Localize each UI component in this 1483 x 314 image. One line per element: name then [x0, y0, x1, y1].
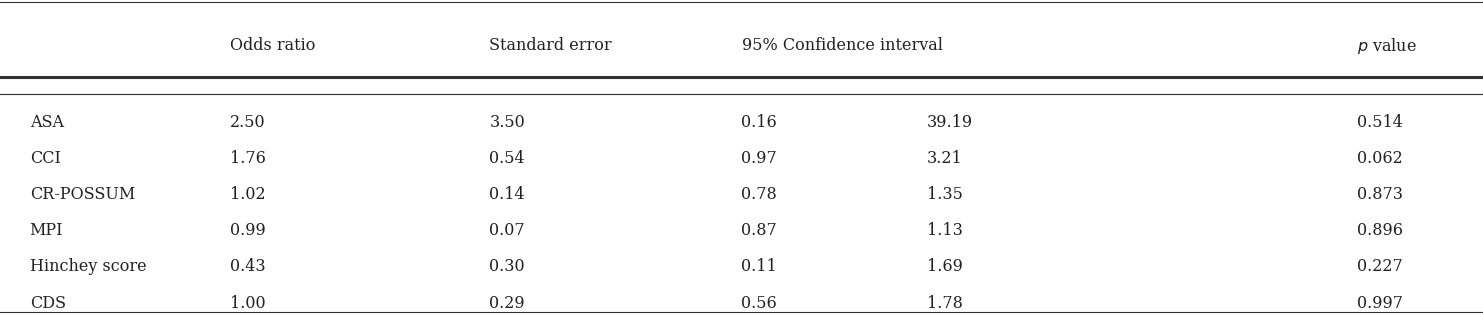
Text: 0.997: 0.997	[1357, 295, 1403, 311]
Text: Odds ratio: Odds ratio	[230, 37, 316, 54]
Text: Standard error: Standard error	[489, 37, 612, 54]
Text: 1.02: 1.02	[230, 186, 265, 203]
Text: 0.514: 0.514	[1357, 114, 1403, 131]
Text: 1.69: 1.69	[927, 258, 962, 275]
Text: 0.56: 0.56	[742, 295, 777, 311]
Text: CR-POSSUM: CR-POSSUM	[30, 186, 135, 203]
Text: 0.87: 0.87	[742, 222, 777, 239]
Text: 0.30: 0.30	[489, 258, 525, 275]
Text: MPI: MPI	[30, 222, 64, 239]
Text: CCI: CCI	[30, 150, 61, 167]
Text: 3.50: 3.50	[489, 114, 525, 131]
Text: 0.896: 0.896	[1357, 222, 1403, 239]
Text: 0.07: 0.07	[489, 222, 525, 239]
Text: 2.50: 2.50	[230, 114, 265, 131]
Text: 0.78: 0.78	[742, 186, 777, 203]
Text: 0.43: 0.43	[230, 258, 265, 275]
Text: 0.54: 0.54	[489, 150, 525, 167]
Text: Hinchey score: Hinchey score	[30, 258, 147, 275]
Text: 0.14: 0.14	[489, 186, 525, 203]
Text: 0.97: 0.97	[742, 150, 777, 167]
Text: 1.35: 1.35	[927, 186, 962, 203]
Text: 0.062: 0.062	[1357, 150, 1403, 167]
Text: 0.227: 0.227	[1357, 258, 1403, 275]
Text: 1.00: 1.00	[230, 295, 265, 311]
Text: 1.78: 1.78	[927, 295, 962, 311]
Text: 95% Confidence interval: 95% Confidence interval	[742, 37, 943, 54]
Text: 1.13: 1.13	[927, 222, 962, 239]
Text: 3.21: 3.21	[927, 150, 962, 167]
Text: 0.16: 0.16	[742, 114, 777, 131]
Text: 0.873: 0.873	[1357, 186, 1403, 203]
Text: 0.99: 0.99	[230, 222, 265, 239]
Text: ASA: ASA	[30, 114, 64, 131]
Text: $p$ value: $p$ value	[1357, 35, 1416, 56]
Text: 0.29: 0.29	[489, 295, 525, 311]
Text: 0.11: 0.11	[742, 258, 777, 275]
Text: 1.76: 1.76	[230, 150, 265, 167]
Text: 39.19: 39.19	[927, 114, 973, 131]
Text: CDS: CDS	[30, 295, 65, 311]
